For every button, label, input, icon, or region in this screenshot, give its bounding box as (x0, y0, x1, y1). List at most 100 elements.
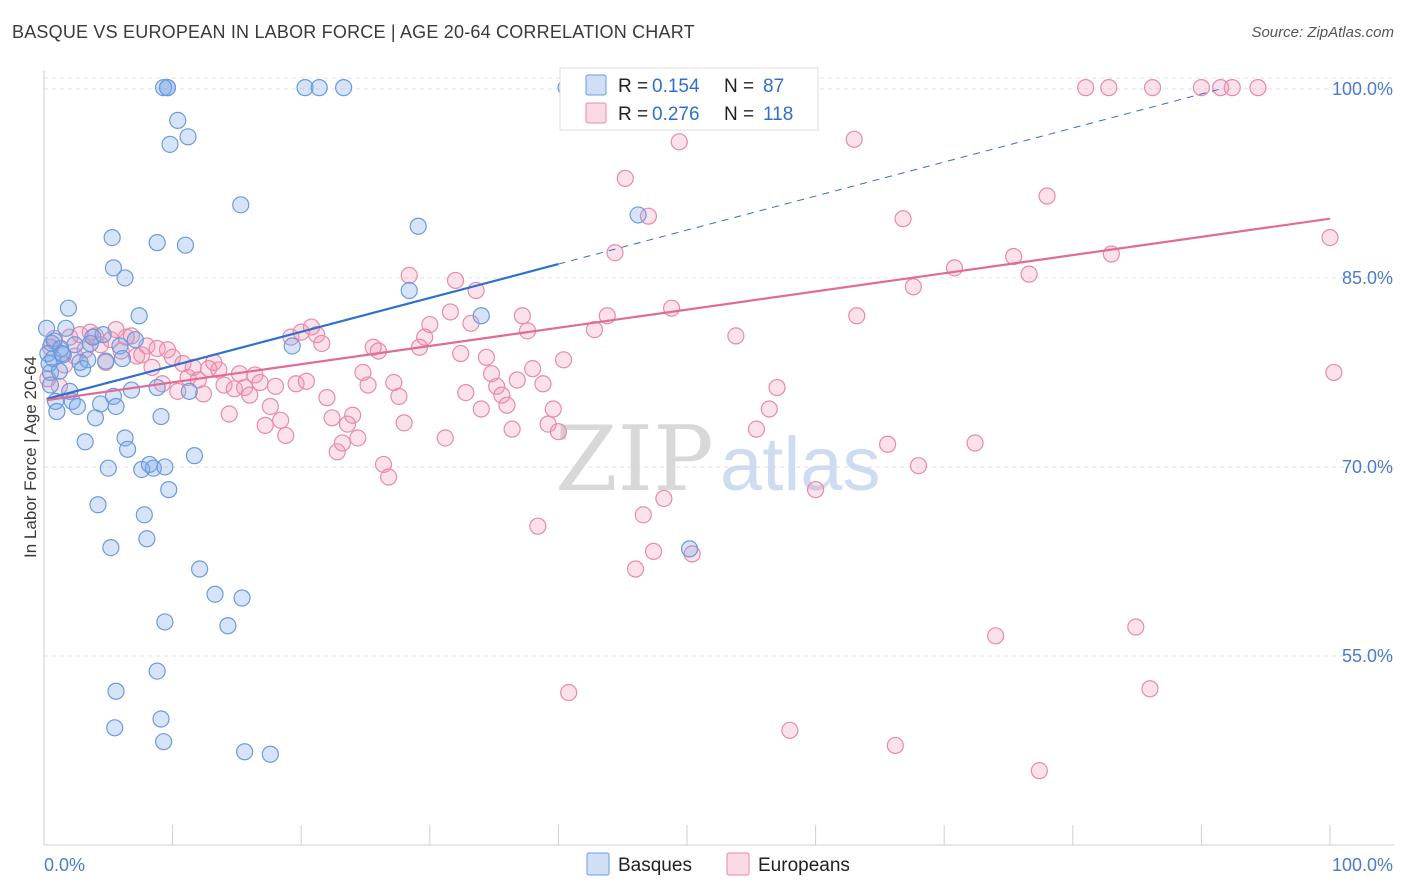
basques-point (152, 710, 170, 728)
europeans-point (333, 434, 351, 452)
europeans-point (616, 169, 634, 187)
europeans-point (1141, 680, 1159, 698)
europeans-point (1100, 79, 1118, 97)
europeans-point (549, 423, 568, 441)
basques-points (37, 79, 699, 763)
basques-point (310, 79, 328, 97)
europeans-point (848, 307, 866, 325)
basques-point (43, 334, 61, 353)
watermark-zip: ZIP (555, 407, 714, 512)
basques-point (102, 539, 120, 557)
europeans-swatch (585, 102, 607, 124)
basques-trendline (46, 263, 559, 400)
europeans-point (886, 736, 904, 755)
basques-point (94, 326, 112, 344)
europeans-point (256, 416, 274, 434)
europeans-point (194, 385, 213, 403)
europeans-point (400, 266, 418, 285)
basques-point (185, 447, 204, 465)
basques-point (41, 363, 60, 382)
y-tick-label: 100.0% (1332, 79, 1393, 99)
europeans-point (354, 363, 372, 382)
europeans-point (241, 386, 259, 404)
europeans-point (359, 376, 377, 394)
legend-europeans-label: Europeans (758, 855, 850, 876)
basques-trendline-extension (558, 88, 1221, 265)
basques-point (103, 229, 121, 247)
europeans-r-value: 0.276 (652, 104, 700, 125)
basques-point (161, 135, 179, 153)
europeans-point (662, 299, 681, 317)
europeans-point (529, 517, 547, 535)
europeans-point (1223, 79, 1241, 97)
europeans-point (655, 489, 673, 508)
basques-point (283, 337, 301, 355)
chart-title: BASQUE VS EUROPEAN IN LABOR FORCE | AGE … (12, 22, 695, 42)
europeans-point (215, 376, 233, 394)
europeans-point (1127, 618, 1145, 636)
trendlines (46, 88, 1331, 402)
europeans-point (544, 400, 562, 418)
europeans-point (626, 560, 645, 578)
europeans-point (297, 372, 315, 390)
europeans-point (328, 443, 346, 461)
europeans-point (1077, 79, 1095, 97)
basques-point (37, 319, 56, 337)
europeans-n-label: N = (724, 104, 754, 125)
europeans-point (266, 377, 285, 395)
europeans-trendline (46, 217, 1331, 402)
europeans-point (909, 457, 928, 475)
europeans-point (904, 278, 922, 296)
basques-point (73, 360, 92, 378)
europeans-point (369, 342, 387, 360)
europeans-point (446, 271, 465, 290)
chart-source: Source: ZipAtlas.com (1251, 24, 1394, 41)
legend-basques-label: Basques (618, 855, 692, 876)
europeans-point (1249, 79, 1267, 97)
basques-point (158, 79, 177, 97)
europeans-point (261, 397, 279, 416)
europeans-point (498, 396, 516, 414)
europeans-point (395, 414, 413, 432)
series-legend: Basques Europeans (586, 852, 850, 876)
basques-point (41, 376, 60, 394)
basques-point (629, 206, 647, 224)
stats-legend: R = 0.154 N = 87 R = 0.276 N = 118 (559, 67, 819, 131)
europeans-point (318, 389, 336, 407)
basques-point (116, 269, 134, 287)
basques-n-label: N = (724, 76, 754, 97)
basques-point (104, 259, 123, 277)
europeans-point (508, 371, 526, 389)
basques-r-value: 0.154 (652, 76, 700, 97)
europeans-point (323, 409, 341, 427)
basques-r-label: R = (618, 76, 648, 97)
basques-point (57, 319, 75, 337)
basques-point (76, 433, 94, 451)
europeans-point (488, 377, 506, 395)
y-tick-label: 85.0% (1342, 268, 1393, 288)
europeans-point (436, 429, 454, 447)
europeans-point (251, 373, 269, 392)
europeans-point (493, 386, 511, 404)
basques-n-value: 87 (763, 76, 784, 97)
europeans-point (987, 627, 1005, 645)
basques-point (409, 217, 427, 235)
europeans-point (452, 344, 470, 363)
basques-swatch (585, 74, 607, 96)
basques-point (191, 560, 209, 578)
basques-point (113, 349, 132, 368)
europeans-point (441, 303, 459, 321)
basques-point (154, 733, 173, 751)
europeans-point (894, 210, 912, 228)
y-tick-label: 55.0% (1342, 646, 1393, 666)
europeans-point (416, 328, 434, 346)
europeans-point (634, 506, 652, 524)
y-tick-labels: 100.0% 85.0% 70.0% 55.0% (1332, 79, 1393, 666)
europeans-point (344, 406, 362, 424)
basques-point (680, 540, 699, 558)
x-tick-labels: 0.0% 100.0% (44, 855, 1393, 875)
europeans-point (457, 384, 475, 402)
europeans-point (421, 315, 439, 334)
europeans-point (1030, 762, 1048, 780)
